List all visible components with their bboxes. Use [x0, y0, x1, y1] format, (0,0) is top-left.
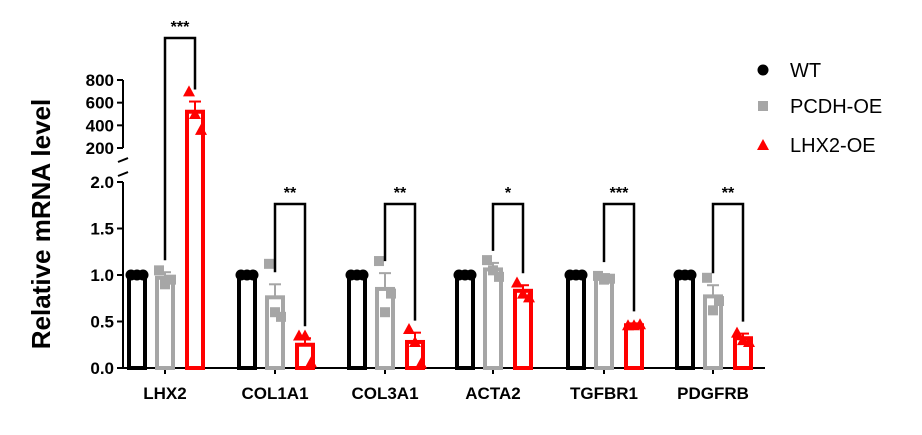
- data-point: [195, 123, 207, 135]
- data-point: [357, 269, 369, 281]
- data-point: [634, 318, 646, 330]
- data-point: [593, 270, 603, 281]
- significance-label: ***: [610, 185, 629, 202]
- x-tick-label: TGFBR1: [570, 384, 638, 403]
- significance-label: *: [505, 185, 512, 202]
- legend-label: PCDH-OE: [790, 96, 882, 118]
- axis-break-mark: [117, 157, 129, 163]
- bar: [237, 273, 257, 370]
- data-point: [154, 265, 164, 276]
- data-point: [702, 272, 712, 283]
- bar: [513, 288, 533, 370]
- significance-label: **: [284, 185, 297, 202]
- data-point: [743, 335, 755, 347]
- y-tick-label: 400: [86, 116, 114, 135]
- y-tick-label: 800: [86, 71, 114, 90]
- bar: [566, 273, 586, 370]
- x-tick-label: PDGFRB: [677, 384, 749, 403]
- significance-bracket: [383, 202, 417, 321]
- x-tick-label: COL3A1: [351, 384, 418, 403]
- data-point: [708, 305, 718, 316]
- data-point: [488, 265, 498, 276]
- data-point: [415, 357, 427, 369]
- significance-bracket: [602, 202, 636, 312]
- bar: [455, 273, 475, 370]
- legend-marker: [757, 64, 769, 76]
- bar: [624, 323, 644, 370]
- data-point: [160, 279, 170, 290]
- x-tick-label: ACTA2: [465, 384, 520, 403]
- data-point: [264, 258, 274, 269]
- legend-marker: [757, 139, 769, 150]
- data-point: [137, 269, 149, 281]
- significance-label: **: [722, 185, 735, 202]
- data-point: [270, 307, 280, 318]
- bar: [375, 286, 395, 371]
- significance-label: **: [394, 185, 407, 202]
- y-tick-label: 1.0: [90, 266, 114, 285]
- data-point: [576, 269, 588, 281]
- significance-bracket: [711, 202, 745, 322]
- x-tick-label: COL1A1: [241, 384, 308, 403]
- data-point: [276, 311, 286, 322]
- data-point: [299, 329, 311, 341]
- data-point: [517, 287, 529, 299]
- bar: [594, 275, 614, 371]
- y-tick-label: 2.0: [90, 173, 114, 192]
- bar: [347, 273, 367, 370]
- data-point: [599, 274, 609, 285]
- data-point: [374, 256, 384, 267]
- legend-label: WT: [790, 60, 821, 82]
- data-point: [731, 326, 743, 338]
- data-point: [511, 276, 523, 288]
- data-point: [714, 296, 724, 307]
- data-point: [386, 288, 396, 299]
- y-tick-label: 600: [86, 94, 114, 113]
- significance-bracket: [163, 36, 197, 261]
- data-point: [305, 356, 317, 368]
- data-point: [380, 307, 390, 318]
- bar: [185, 109, 205, 370]
- data-point: [465, 269, 477, 281]
- bar: [155, 275, 175, 371]
- legend-label: LHX2-OE: [790, 135, 876, 157]
- y-tick-label: 200: [86, 139, 114, 158]
- data-point: [409, 335, 421, 347]
- data-point: [403, 322, 415, 334]
- data-point: [605, 273, 615, 284]
- data-point: [494, 271, 504, 282]
- data-point: [523, 291, 535, 303]
- data-point: [482, 255, 492, 266]
- y-axis-label: Relative mRNA level: [26, 99, 56, 349]
- data-point: [247, 269, 259, 281]
- legend-marker: [758, 101, 768, 111]
- data-point: [166, 274, 176, 285]
- data-point: [183, 85, 195, 97]
- bar: [675, 273, 695, 370]
- x-tick-label: LHX2: [143, 384, 186, 403]
- significance-label: ***: [171, 19, 190, 36]
- bar: [483, 267, 503, 371]
- axis-break-mark: [117, 171, 129, 177]
- significance-bracket: [273, 202, 307, 327]
- bar: [127, 273, 147, 370]
- data-point: [685, 269, 697, 281]
- y-tick-label: 1.5: [90, 220, 114, 239]
- significance-bracket: [491, 202, 525, 274]
- y-tick-label: 0.5: [90, 313, 114, 332]
- data-point: [189, 108, 201, 119]
- y-tick-label: 0.0: [90, 359, 114, 378]
